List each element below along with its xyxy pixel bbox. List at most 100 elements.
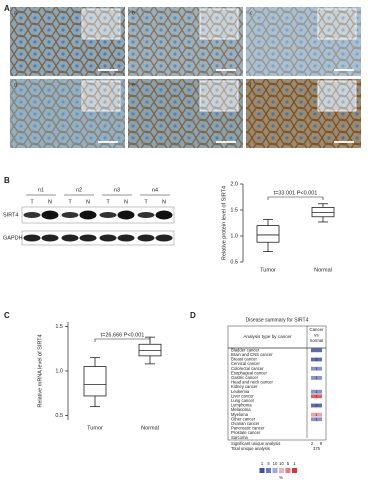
cancer-name: Sarcoma (231, 435, 248, 440)
group-label: n1 (38, 187, 44, 193)
lane-label: N (124, 199, 128, 205)
band (117, 210, 135, 220)
lane-label: T (144, 199, 148, 205)
image-label: d (14, 82, 17, 88)
y-tick-label: 0.5 (55, 413, 63, 419)
band (61, 212, 79, 218)
table-body (227, 347, 327, 441)
heat-value: 1 (315, 375, 318, 380)
heat-cell (311, 394, 322, 399)
legend-swatch (259, 468, 265, 473)
y-axis-label: Relative mRNA level of SIRT4 (37, 334, 43, 407)
cancer-name: Gastric cancer (231, 375, 259, 380)
cancer-name: Esophageal cancer (231, 370, 267, 375)
panel-label: A (4, 4, 10, 13)
image-label: c (250, 10, 253, 16)
box (256, 225, 280, 243)
box (138, 343, 162, 357)
legend-unit: % (279, 475, 283, 480)
group-label: n4 (152, 187, 158, 193)
band (117, 234, 135, 242)
cancer-name: Head and neck cancer (231, 380, 274, 385)
table-header-cell: vs (314, 333, 319, 338)
inset-texture (82, 9, 120, 39)
summary-value: 375 (313, 446, 321, 451)
heat-value: 1 (315, 416, 318, 421)
y-tick-label: 1.5 (230, 207, 238, 213)
y-tick-label: 1.5 (55, 324, 63, 330)
band (41, 210, 59, 220)
heat-cell (311, 389, 322, 394)
x-tick-label: Normal (141, 425, 159, 431)
image-label: f (250, 82, 252, 88)
table-header: Analysis type by cancer (243, 334, 292, 339)
panel-label: B (4, 176, 10, 185)
cancer-name: Other cancer (231, 416, 256, 421)
cancer-name: Melanoma (231, 407, 251, 412)
cancer-name: Lung cancer (231, 398, 255, 403)
cancer-name: Liver cancer (231, 393, 254, 398)
heat-cell (311, 376, 322, 380)
heat-cell (311, 348, 322, 353)
band (137, 212, 155, 218)
cancer-name: Myeloma (231, 412, 249, 417)
heat-value: 1 (315, 393, 318, 398)
y-tick-label: 2.0 (230, 181, 238, 187)
cancer-name: Leukemia (231, 389, 250, 394)
panel-label: D (190, 311, 196, 320)
heat-value: 1 (315, 389, 318, 394)
heat-cell (311, 366, 322, 371)
legend-value: 5 (267, 461, 270, 466)
legend-value: 1 (293, 461, 296, 466)
table-title: Disease summary for SIRT4 (246, 317, 309, 323)
band (99, 212, 117, 218)
heat-cell (311, 357, 322, 362)
table-header-cell: normal (310, 338, 323, 343)
y-tick-label: 1.0 (55, 368, 63, 374)
lane-label: T (106, 199, 110, 205)
cancer-name: Cervical cancer (231, 361, 260, 366)
inset-texture (318, 81, 356, 111)
box (83, 366, 107, 397)
image-label: b (132, 10, 135, 16)
band (155, 210, 173, 220)
cancer-name: Colorectal cancer (231, 366, 264, 371)
image-label: e (132, 82, 135, 88)
cancer-name: Prostate cancer (231, 430, 261, 435)
cancer-name: Breast cancer (231, 357, 257, 362)
legend-swatch (272, 468, 278, 473)
legend-swatch (292, 468, 297, 473)
cancer-name: Pancreatic cancer (231, 426, 265, 431)
annotation: t=26.666 P<0.001 (101, 332, 145, 338)
legend-value: 10 (273, 461, 278, 466)
summary-value: 2 (311, 441, 314, 446)
band (23, 234, 41, 242)
legend-value: 10 (279, 461, 284, 466)
inset-texture (200, 9, 238, 39)
band (41, 234, 59, 242)
heat-cell (311, 403, 322, 408)
heat-value: 1 (315, 366, 318, 371)
band (155, 234, 173, 242)
group-label: n3 (114, 187, 120, 193)
inset-texture (318, 9, 356, 39)
band (23, 212, 41, 218)
cancer-name: Brain and CNS cancer (231, 352, 273, 357)
cancer-name: Bladder cancer (231, 347, 260, 352)
inset-texture (82, 81, 120, 111)
band (137, 234, 155, 242)
y-axis-label: Relative protein level of SIRT4 (221, 186, 227, 260)
group-label: n2 (76, 187, 82, 193)
band (79, 234, 97, 242)
row-label: SIRT4 (3, 212, 19, 218)
heat-cell (311, 417, 322, 422)
legend-swatch (279, 468, 284, 473)
band (79, 210, 97, 220)
blot-frame (21, 230, 175, 246)
lane-label: N (86, 199, 90, 205)
bracket (267, 196, 324, 200)
table-header-cell: Cancer (309, 327, 324, 332)
x-tick-label: Tumor (260, 267, 276, 273)
lane-label: N (48, 199, 52, 205)
